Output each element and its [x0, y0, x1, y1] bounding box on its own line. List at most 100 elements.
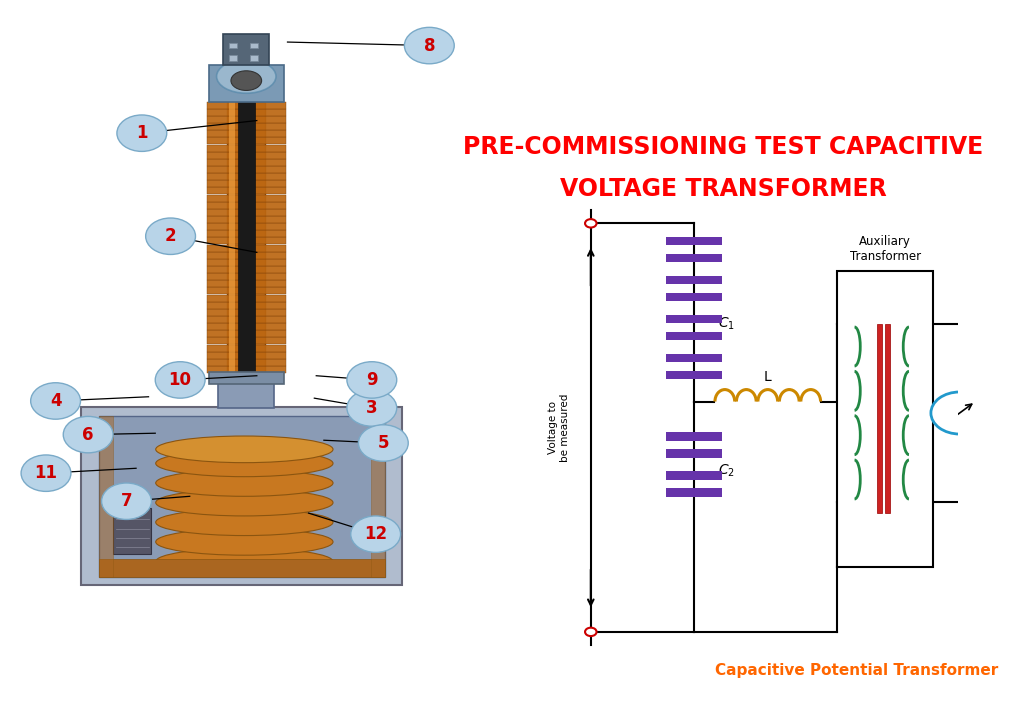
Circle shape	[404, 27, 455, 64]
Bar	[667, 433, 722, 441]
Bar	[667, 332, 722, 341]
Circle shape	[22, 455, 71, 491]
Bar	[667, 275, 722, 284]
Bar	[207, 202, 286, 209]
Bar	[207, 352, 286, 359]
Ellipse shape	[156, 489, 333, 516]
Text: VOLTAGE TRANSFORMER: VOLTAGE TRANSFORMER	[560, 177, 887, 201]
Bar	[207, 323, 286, 330]
Bar	[667, 471, 722, 479]
Bar	[371, 416, 385, 577]
Text: L: L	[764, 369, 772, 383]
Bar	[207, 273, 286, 280]
Circle shape	[351, 516, 400, 552]
Circle shape	[31, 383, 81, 419]
Text: PRE-COMMISSIONING TEST CAPACITIVE: PRE-COMMISSIONING TEST CAPACITIVE	[464, 135, 984, 159]
Bar	[82, 407, 402, 585]
Bar	[229, 55, 237, 61]
Text: $C_2$: $C_2$	[718, 463, 735, 479]
Bar	[207, 159, 286, 166]
Ellipse shape	[231, 71, 261, 90]
Circle shape	[117, 115, 167, 151]
Bar	[207, 287, 286, 294]
Bar	[207, 294, 286, 301]
Text: $C_1$: $C_1$	[718, 315, 735, 332]
Bar	[207, 245, 286, 252]
Bar	[207, 309, 286, 316]
Bar	[207, 130, 286, 137]
Bar	[250, 55, 258, 61]
Text: Capacitive Potential Transformer: Capacitive Potential Transformer	[715, 664, 998, 679]
Bar	[250, 43, 258, 48]
Bar	[667, 293, 722, 301]
Bar	[207, 238, 286, 245]
Bar	[209, 65, 284, 102]
Circle shape	[585, 219, 597, 228]
Bar	[113, 508, 152, 554]
Circle shape	[358, 425, 409, 461]
Bar	[207, 259, 286, 266]
Bar	[207, 137, 286, 144]
Bar	[209, 372, 284, 384]
Text: 10: 10	[169, 371, 191, 389]
Bar	[207, 180, 286, 187]
Circle shape	[931, 392, 988, 434]
Text: 11: 11	[35, 464, 57, 482]
Bar	[667, 449, 722, 458]
Bar	[207, 151, 286, 158]
Bar	[229, 102, 234, 373]
Text: 7: 7	[121, 492, 132, 510]
Bar	[207, 330, 286, 337]
Ellipse shape	[156, 509, 333, 536]
Bar	[98, 559, 385, 577]
Bar	[207, 195, 286, 202]
Text: 5: 5	[378, 434, 389, 452]
Text: 1: 1	[136, 124, 147, 142]
Circle shape	[145, 218, 196, 254]
Bar	[207, 187, 286, 194]
Bar	[885, 325, 890, 514]
Bar	[223, 34, 269, 65]
Circle shape	[347, 362, 396, 398]
Bar	[207, 280, 286, 287]
Bar	[667, 315, 722, 323]
Bar	[207, 337, 286, 344]
Bar	[207, 166, 286, 173]
Text: 2: 2	[165, 227, 176, 245]
Ellipse shape	[156, 529, 333, 555]
Circle shape	[585, 627, 597, 636]
Bar	[207, 102, 286, 109]
Text: 3: 3	[366, 399, 378, 417]
Bar	[667, 489, 722, 497]
Bar	[207, 116, 286, 123]
Text: Voltage to
be measured: Voltage to be measured	[548, 393, 569, 462]
Bar	[667, 237, 722, 245]
Bar	[667, 254, 722, 262]
Bar	[207, 366, 286, 373]
Bar	[207, 252, 286, 259]
Bar	[207, 223, 286, 230]
Bar	[218, 380, 274, 408]
Bar	[207, 173, 286, 180]
Bar	[878, 325, 883, 514]
Bar	[207, 344, 286, 351]
Bar	[98, 416, 385, 577]
Ellipse shape	[217, 60, 276, 93]
Text: 8: 8	[424, 36, 435, 55]
Text: Auxiliary
Transformer: Auxiliary Transformer	[850, 235, 921, 263]
Bar	[229, 43, 237, 48]
Bar	[207, 316, 286, 323]
Circle shape	[156, 362, 205, 398]
Bar	[207, 301, 286, 308]
Bar	[207, 209, 286, 216]
Bar	[207, 109, 286, 116]
Bar	[207, 144, 286, 151]
Text: 9: 9	[366, 371, 378, 389]
Bar	[207, 216, 286, 223]
Circle shape	[347, 390, 396, 426]
Bar	[98, 416, 113, 577]
Ellipse shape	[156, 470, 333, 496]
Bar	[667, 371, 722, 379]
Text: 6: 6	[82, 426, 94, 444]
Bar	[838, 271, 933, 566]
